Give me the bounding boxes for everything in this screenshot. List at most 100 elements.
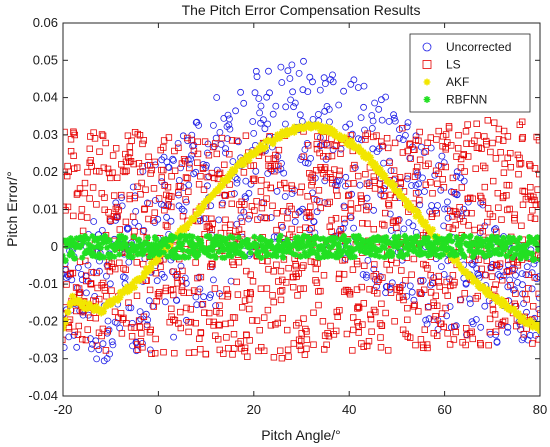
akf-point (181, 226, 188, 234)
akf-point (467, 272, 475, 280)
ls-point (468, 209, 475, 217)
uncorrected-point (161, 298, 169, 306)
uncorrected-point (140, 226, 148, 234)
ls-point (185, 188, 192, 195)
ls-point (93, 201, 100, 208)
ls-point (241, 201, 248, 208)
ls-point (471, 137, 478, 144)
ls-point (378, 322, 386, 329)
uncorrected-point (219, 199, 227, 207)
ls-point (161, 206, 168, 214)
rbfnn-point (299, 235, 306, 242)
rbfnn-point (421, 236, 428, 243)
uncorrected-point (300, 57, 307, 65)
uncorrected-point (224, 111, 232, 119)
ls-point (211, 285, 219, 292)
ls-point (317, 204, 324, 212)
ls-point (209, 220, 216, 227)
uncorrected-point (452, 322, 460, 330)
rbfnn-point (80, 238, 87, 245)
rbfnn-point (292, 251, 299, 258)
ls-point (417, 290, 424, 297)
ls-point (336, 167, 343, 175)
ls-point (354, 303, 362, 310)
ls-point (527, 214, 535, 221)
uncorrected-point (263, 93, 271, 101)
rbfnn-point (211, 242, 218, 249)
uncorrected-point (377, 96, 385, 104)
rbfnn-point (517, 255, 524, 262)
ls-point (534, 186, 540, 193)
y-tick-label: -0.02 (28, 313, 58, 328)
ls-point (320, 141, 328, 148)
uncorrected-point (301, 146, 309, 153)
uncorrected-point (363, 194, 371, 202)
uncorrected-point (360, 82, 368, 90)
uncorrected-point (281, 120, 289, 128)
uncorrected-point (395, 134, 403, 142)
ls-point (347, 212, 354, 220)
rbfnn-point (225, 252, 232, 259)
rbfnn-point (512, 251, 519, 258)
ls-point (362, 170, 369, 178)
rbfnn-point (194, 235, 201, 242)
uncorrected-point (358, 136, 365, 144)
rbfnn-point (209, 247, 216, 254)
uncorrected-point (125, 258, 133, 266)
uncorrected-point (363, 271, 370, 279)
rbfnn-point (221, 237, 228, 244)
akf-point (73, 296, 81, 304)
rbfnn-point (328, 244, 335, 251)
ls-point (489, 139, 496, 147)
ls-point (380, 192, 388, 199)
rbfnn-point (187, 249, 194, 256)
ls-point (404, 316, 411, 323)
legend-label-rbfnn: RBFNN (446, 93, 487, 107)
uncorrected-point (371, 99, 379, 107)
ls-point (315, 301, 322, 309)
ls-point (273, 209, 280, 217)
rbfnn-point (468, 243, 475, 250)
ls-point (215, 321, 222, 328)
akf-point (202, 197, 210, 205)
ls-point (276, 347, 284, 354)
ls-point (330, 331, 338, 338)
uncorrected-point (242, 177, 250, 185)
uncorrected-point (282, 103, 290, 111)
ls-point (531, 274, 538, 281)
ls-point (285, 353, 292, 360)
ls-point (410, 255, 418, 263)
ls-point (452, 208, 459, 215)
ls-point (83, 272, 90, 279)
ls-point (140, 313, 148, 320)
ls-point (151, 158, 158, 166)
rbfnn-point (323, 239, 330, 246)
ls-point (247, 290, 254, 298)
ls-point (435, 170, 442, 177)
ls-point (438, 310, 446, 317)
ls-point (424, 344, 431, 352)
rbfnn-point (221, 246, 228, 253)
ls-point (450, 188, 458, 196)
ls-point (131, 227, 138, 235)
uncorrected-point (125, 304, 133, 312)
ls-point (160, 348, 167, 356)
ls-point (241, 344, 249, 351)
ls-point (328, 216, 335, 224)
akf-point (398, 192, 406, 200)
akf-point (195, 209, 203, 217)
ls-point (345, 191, 353, 199)
rbfnn-point (138, 242, 145, 249)
rbfnn-point (443, 239, 450, 246)
ls-point (361, 262, 368, 269)
ls-point (290, 340, 297, 347)
ls-point (273, 226, 280, 234)
ls-point (315, 288, 322, 295)
rbfnn-point (171, 248, 178, 255)
ls-point (243, 331, 250, 338)
ls-point (103, 292, 110, 300)
ls-point (333, 186, 340, 194)
rbfnn-point (221, 254, 228, 261)
ls-point (478, 265, 485, 273)
uncorrected-point (73, 343, 81, 351)
